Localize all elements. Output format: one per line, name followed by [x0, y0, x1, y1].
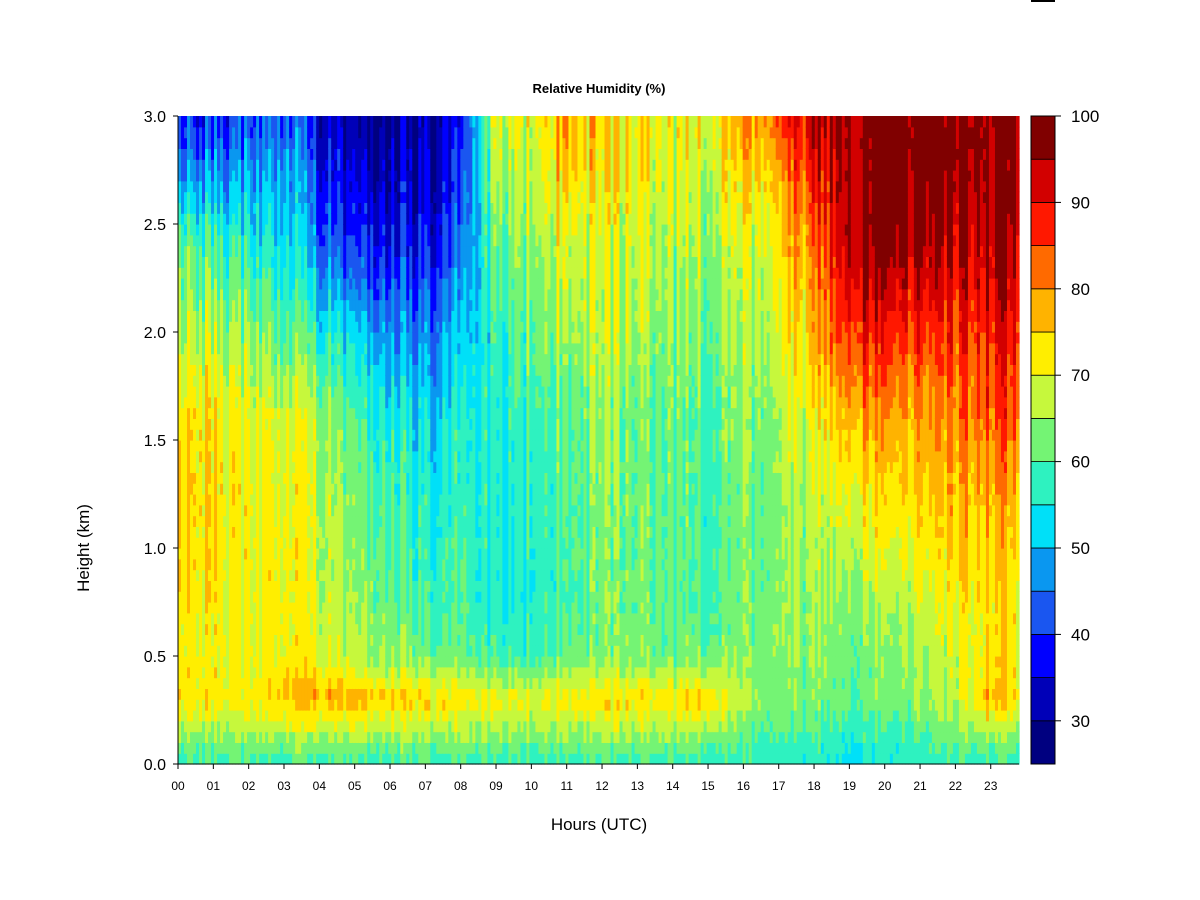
chart-title: Relative Humidity (%) — [533, 81, 666, 96]
heatmap-field — [178, 116, 1020, 765]
